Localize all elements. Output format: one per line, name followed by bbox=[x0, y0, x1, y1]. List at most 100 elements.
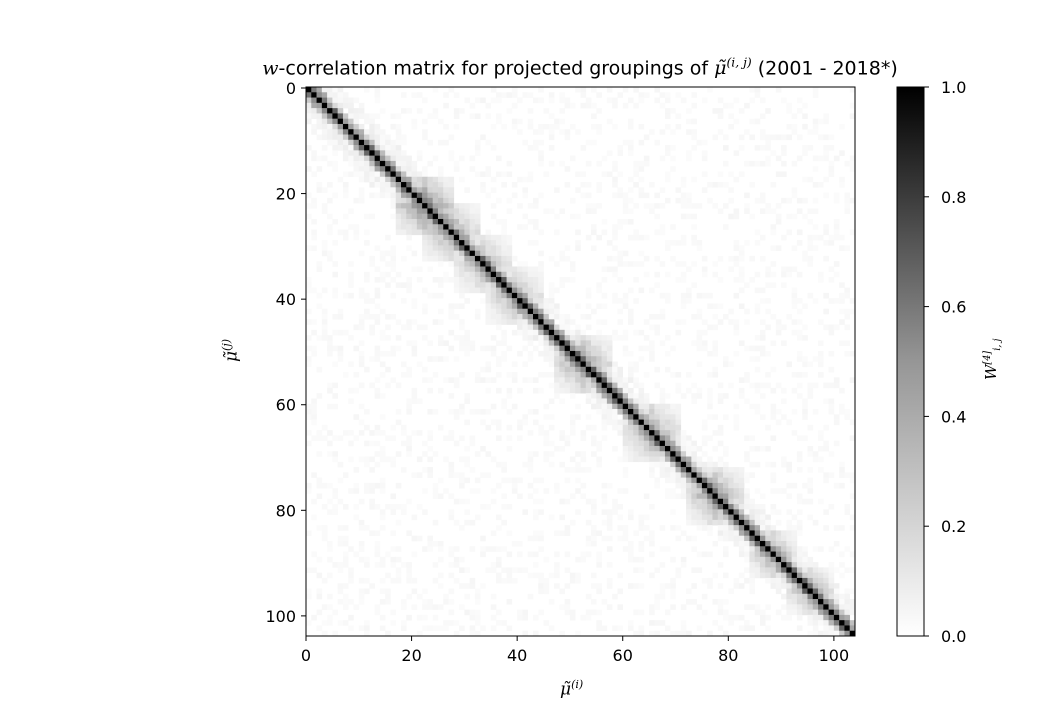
heatmap-cell bbox=[406, 409, 412, 415]
heatmap-cell bbox=[342, 171, 349, 178]
heatmap-cell bbox=[818, 588, 824, 595]
heatmap-cell bbox=[543, 451, 550, 457]
heatmap-cell bbox=[643, 414, 650, 420]
heatmap-cell bbox=[406, 277, 412, 283]
heatmap-cell bbox=[765, 108, 771, 114]
heatmap-cell bbox=[738, 504, 745, 510]
heatmap-cell bbox=[506, 477, 513, 484]
heatmap-cell bbox=[342, 430, 349, 436]
heatmap-cell bbox=[664, 583, 671, 589]
heatmap-cell bbox=[765, 577, 771, 584]
heatmap-cell bbox=[548, 372, 555, 378]
heatmap-cell bbox=[501, 577, 507, 584]
heatmap-cell bbox=[496, 562, 502, 568]
heatmap-cell bbox=[575, 403, 581, 410]
heatmap-cell bbox=[437, 187, 444, 193]
heatmap-cell bbox=[712, 461, 719, 468]
heatmap-cell bbox=[596, 382, 602, 389]
heatmap-cell bbox=[353, 129, 360, 135]
heatmap-cell bbox=[654, 414, 660, 420]
heatmap-cell bbox=[332, 108, 338, 114]
heatmap-cell bbox=[617, 424, 624, 431]
heatmap-cell bbox=[749, 255, 755, 262]
heatmap-cell bbox=[670, 509, 676, 515]
heatmap-cell bbox=[591, 224, 597, 230]
heatmap-cell bbox=[680, 530, 687, 536]
heatmap-cell bbox=[839, 620, 845, 626]
heatmap-cell bbox=[564, 277, 571, 283]
heatmap-cell bbox=[828, 277, 835, 283]
heatmap-cell bbox=[796, 393, 803, 399]
heatmap-cell bbox=[823, 620, 829, 626]
heatmap-cell bbox=[580, 430, 587, 436]
colorbar-tick-label: 1.0 bbox=[941, 78, 966, 97]
heatmap-cell bbox=[781, 234, 787, 241]
heatmap-cell bbox=[395, 113, 402, 119]
heatmap-cell bbox=[443, 176, 449, 183]
heatmap-cell bbox=[844, 546, 851, 552]
heatmap-cell bbox=[527, 340, 534, 346]
heatmap-cell bbox=[759, 129, 766, 135]
heatmap-cell bbox=[554, 324, 560, 331]
heatmap-cell bbox=[691, 546, 697, 552]
heatmap-cell bbox=[807, 620, 814, 626]
heatmap-cell bbox=[327, 509, 333, 515]
heatmap-cell bbox=[443, 620, 449, 626]
heatmap-cell bbox=[432, 604, 439, 610]
heatmap-cell bbox=[649, 540, 655, 547]
heatmap-cell bbox=[453, 261, 460, 267]
heatmap-cell bbox=[337, 129, 344, 135]
heatmap-cell bbox=[765, 540, 771, 547]
heatmap-cell bbox=[332, 345, 338, 352]
heatmap-cell bbox=[569, 350, 576, 357]
heatmap-cell bbox=[670, 155, 676, 162]
heatmap-cell bbox=[321, 535, 328, 542]
heatmap-cell bbox=[554, 229, 560, 236]
heatmap-cell bbox=[575, 372, 581, 378]
heatmap-cell bbox=[554, 366, 560, 373]
heatmap-cell bbox=[564, 361, 571, 368]
heatmap-cell bbox=[754, 519, 761, 526]
heatmap-cell bbox=[606, 361, 613, 368]
heatmap-cell bbox=[617, 171, 624, 178]
heatmap-cell bbox=[364, 277, 370, 283]
heatmap-cell bbox=[358, 139, 365, 146]
heatmap-cell bbox=[517, 97, 523, 104]
heatmap-cell bbox=[448, 435, 455, 441]
heatmap-cell bbox=[828, 160, 835, 167]
heatmap-cell bbox=[411, 430, 418, 436]
heatmap-cell bbox=[422, 250, 428, 257]
heatmap-cell bbox=[664, 625, 671, 632]
heatmap-cell bbox=[490, 567, 497, 573]
heatmap-cell bbox=[379, 182, 386, 188]
heatmap-cell bbox=[818, 319, 824, 325]
heatmap-cell bbox=[311, 419, 317, 426]
heatmap-cell bbox=[422, 245, 428, 251]
heatmap-cell bbox=[459, 319, 465, 325]
heatmap-cell bbox=[781, 456, 787, 463]
heatmap-cell bbox=[622, 139, 629, 146]
heatmap-cell bbox=[385, 250, 391, 257]
heatmap-cell bbox=[474, 145, 481, 151]
heatmap-cell bbox=[633, 451, 639, 457]
heatmap-cell bbox=[548, 160, 555, 167]
heatmap-cell bbox=[348, 123, 354, 130]
heatmap-cell bbox=[796, 435, 803, 441]
heatmap-cell bbox=[432, 540, 439, 547]
heatmap-cell bbox=[686, 287, 692, 294]
heatmap-cell bbox=[839, 604, 845, 610]
heatmap-cell bbox=[337, 620, 344, 626]
heatmap-cell bbox=[759, 298, 766, 304]
heatmap-cell bbox=[591, 440, 597, 447]
heatmap-cell bbox=[385, 350, 391, 357]
heatmap-cell bbox=[659, 187, 666, 193]
heatmap-cell bbox=[369, 192, 375, 199]
heatmap-cell bbox=[691, 445, 697, 452]
heatmap-cell bbox=[364, 171, 370, 178]
heatmap-cell bbox=[358, 403, 365, 410]
heatmap-cell bbox=[321, 319, 328, 325]
heatmap-cell bbox=[786, 609, 792, 616]
heatmap-cell bbox=[390, 203, 397, 209]
heatmap-cell bbox=[781, 266, 787, 273]
heatmap-cell bbox=[353, 234, 360, 241]
